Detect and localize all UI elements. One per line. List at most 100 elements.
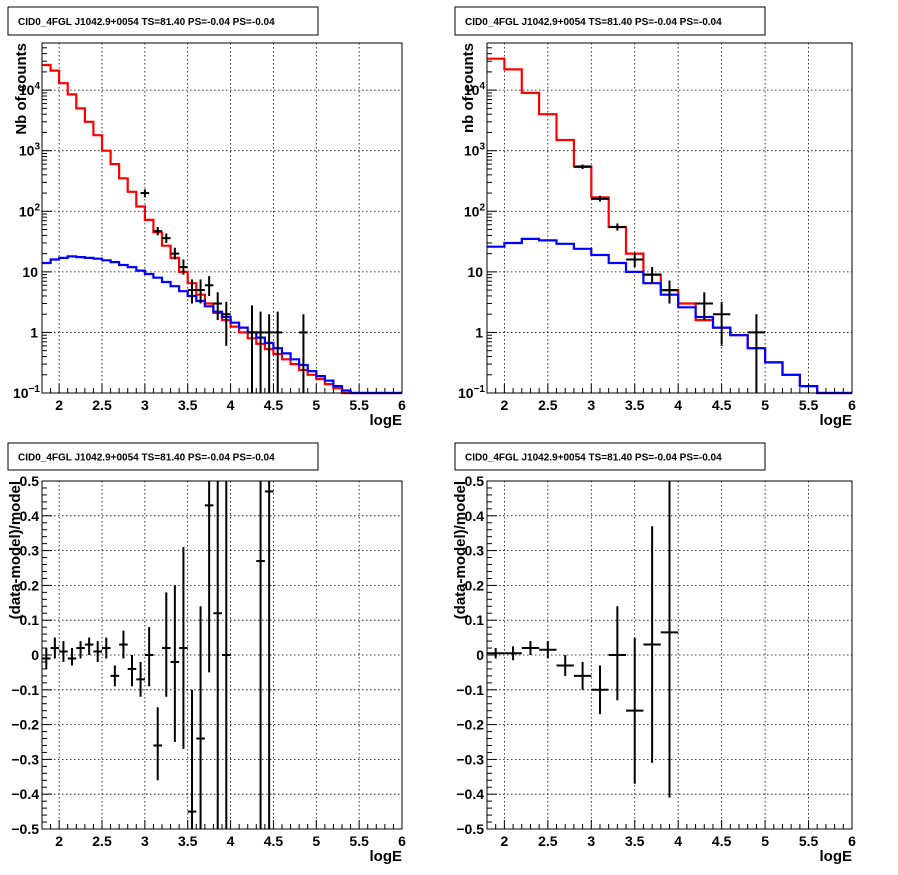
x-tick-label: 3 (141, 397, 149, 413)
x-tick-label: 6 (398, 833, 406, 849)
chart-panel-3: 2 2.5 3 3.5 4 4.5 5 5.5 6 −0.5 −0.4 −0.3 −0.2 −0.1 0 0.… (7, 442, 406, 865)
data-point (591, 195, 609, 202)
data-point (187, 279, 197, 304)
data-point (273, 311, 282, 393)
data-point (247, 305, 257, 393)
data-point (42, 648, 51, 669)
data-point (84, 637, 94, 655)
chart-panel-4: 2 2.5 3 3.5 4 4.5 5 5.5 6 −0.5 −0.4 −0.3 −0.2 −0.1 0 0.… (452, 442, 856, 865)
data-point (213, 481, 222, 829)
chart-title: CID0_4FGL J1042.9+0054 TS=81.40 PS=-0.04… (465, 453, 722, 464)
y-tick-label: −0.1 (456, 682, 484, 698)
x-axis-label: logE (370, 848, 403, 865)
x-tick-label: 4 (227, 833, 235, 849)
plot-frame (486, 42, 853, 394)
plot-frame (486, 480, 853, 830)
histogram-series-2 (42, 255, 402, 395)
x-tick-label: 6 (398, 397, 406, 413)
y-tick-label: 0.5 (20, 473, 40, 489)
data-point (162, 592, 171, 697)
data-point (660, 481, 679, 798)
data-point (179, 547, 188, 749)
x-axis-label: logE (820, 412, 853, 429)
y-tick-label: 0.2 (20, 577, 40, 593)
y-tick-label: 0.4 (465, 508, 485, 524)
x-tick-label: 2 (55, 397, 63, 413)
y-tick-label: 0.1 (465, 612, 485, 628)
x-tick-label: 3.5 (625, 397, 645, 413)
data-point (264, 314, 274, 393)
x-tick-label: 3 (141, 833, 149, 849)
y-tick-label: 103 (464, 142, 486, 159)
y-tick-label: 10 (467, 264, 483, 280)
y-tick-label: 102 (19, 202, 41, 219)
x-tick-label: 3 (587, 833, 595, 849)
y-tick-label: −0.1 (11, 682, 39, 698)
histogram-series-1 (487, 57, 852, 395)
x-tick-label: 3.5 (625, 833, 645, 849)
y-tick-label: −0.5 (456, 821, 484, 837)
y-tick-label: 1 (475, 324, 483, 340)
data-point (140, 189, 150, 198)
data-point (162, 233, 171, 243)
data-point (119, 630, 128, 659)
data-point (222, 301, 231, 346)
x-tick-label: 3 (587, 397, 595, 413)
data-point (170, 585, 180, 742)
title-box (7, 442, 319, 471)
data-point (196, 606, 205, 829)
data-point (573, 164, 592, 169)
data-point (127, 655, 137, 687)
y-tick-label: −0.2 (11, 717, 39, 733)
y-tick-label: 103 (19, 142, 41, 159)
y-tick-label: 0.2 (465, 577, 485, 593)
data-point (626, 637, 644, 784)
y-tick-label: 102 (464, 202, 486, 219)
x-tick-label: 5.5 (349, 397, 369, 413)
data-point (660, 280, 679, 304)
data-point (59, 641, 68, 662)
chart-title: CID0_4FGL J1042.9+0054 TS=81.40 PS=-0.04… (18, 17, 275, 28)
x-tick-label: 2.5 (92, 397, 112, 413)
y-tick-label: −0.4 (11, 786, 39, 802)
data-point (643, 267, 661, 284)
chart-title: CID0_4FGL J1042.9+0054 TS=81.40 PS=-0.04… (465, 17, 722, 28)
data-point (144, 627, 154, 687)
data-point (573, 661, 592, 690)
y-tick-label: 0.1 (20, 612, 40, 628)
plot-frame (41, 42, 403, 394)
data-point (50, 637, 60, 659)
x-tick-label: 2.5 (538, 833, 558, 849)
data-point (256, 311, 265, 393)
data-point (67, 648, 77, 666)
y-axis-label: (data-model)/model (452, 481, 469, 619)
y-tick-label: 104 (19, 81, 41, 98)
x-tick-label: 6 (848, 397, 856, 413)
data-point (204, 481, 214, 673)
data-point (521, 641, 540, 655)
y-tick-label: 0.4 (20, 508, 40, 524)
x-tick-label: 2 (55, 833, 63, 849)
y-tick-label: 104 (464, 81, 486, 98)
x-tick-label: 2.5 (538, 397, 558, 413)
data-point (695, 292, 713, 321)
x-tick-label: 3.5 (178, 397, 198, 413)
x-tick-label: 4.5 (264, 397, 284, 413)
data-point (136, 661, 145, 697)
data-point (504, 646, 522, 661)
y-tick-label: 0.3 (20, 543, 40, 559)
data-point (608, 606, 627, 701)
data-point (153, 707, 162, 781)
y-tick-label: 10 (22, 264, 38, 280)
data-point (102, 637, 111, 659)
y-tick-label: 0.3 (465, 543, 485, 559)
chart-panel-2: 2 2.5 3 3.5 4 4.5 5 5.5 6 10−1 1 10 102 103 104 logE nb … (454, 6, 856, 429)
data-point (170, 247, 180, 260)
data-point (196, 279, 205, 304)
y-axis-label: (data-model)/model (7, 481, 24, 619)
data-point (153, 227, 162, 236)
histogram-series-2 (487, 237, 852, 395)
y-tick-label: −0.4 (456, 786, 484, 802)
x-tick-label: 6 (848, 833, 856, 849)
